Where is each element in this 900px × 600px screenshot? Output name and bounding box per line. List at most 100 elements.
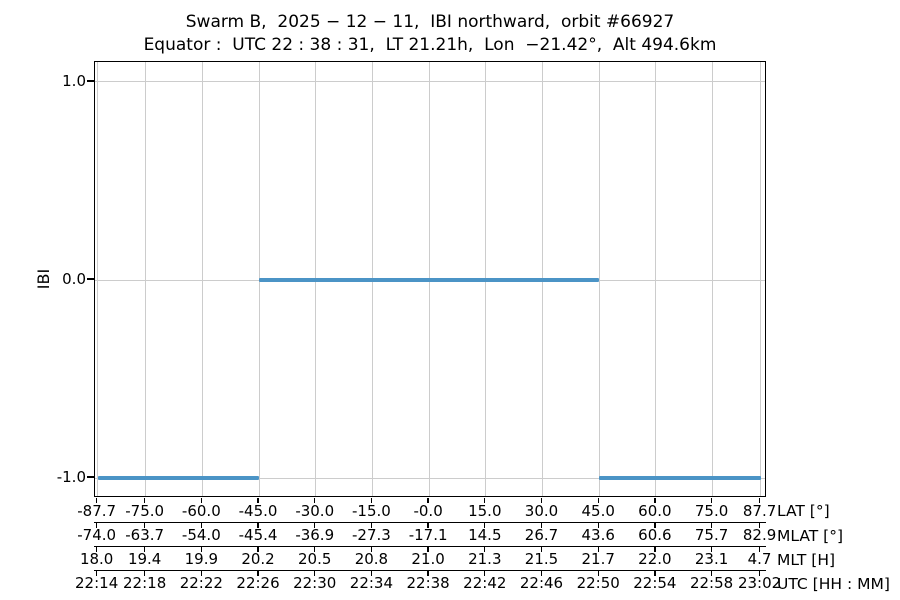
x-tick-mark <box>427 522 429 528</box>
x-axis-line <box>94 545 766 547</box>
x-tick-mark <box>143 498 146 503</box>
x-tick-label: -36.9 <box>295 526 335 544</box>
x-tick-label: 18.0 <box>79 550 114 568</box>
x-tick-mark <box>710 570 713 576</box>
x-tick-mark <box>654 570 656 576</box>
x-tick-mark <box>540 546 543 552</box>
h-gridline <box>95 81 765 83</box>
x-tick-label: 20.2 <box>241 550 275 568</box>
x-tick-label: 22:14 <box>75 574 119 592</box>
y-tick-label: 1.0 <box>62 71 86 90</box>
x-tick-mark <box>314 522 316 528</box>
x-tick-mark <box>95 522 98 528</box>
chart-title: Swarm B, 2025 − 12 − 11, IBI northward, … <box>185 12 675 32</box>
x-tick-label: 23.1 <box>694 550 729 568</box>
x-tick-label: 22:58 <box>689 574 734 592</box>
x-tick-label: 22:34 <box>349 574 394 592</box>
x-axis-unit-label: LAT [°] <box>777 502 830 520</box>
x-tick-mark <box>370 570 373 576</box>
x-tick-label: 14.5 <box>468 526 502 544</box>
x-tick-mark <box>710 498 713 503</box>
x-tick-label: 4.7 <box>747 550 772 568</box>
x-axis-line <box>94 521 766 523</box>
v-gridline <box>145 62 147 496</box>
x-tick-mark <box>758 522 761 528</box>
x-tick-label: -45.4 <box>238 526 278 544</box>
x-tick-mark <box>370 546 373 552</box>
y-tick-mark <box>87 476 94 478</box>
x-tick-label: 19.9 <box>184 550 219 568</box>
x-tick-mark <box>540 498 543 503</box>
x-tick-mark <box>597 498 599 503</box>
x-tick-label: -0.0 <box>413 501 443 520</box>
data-segment <box>599 476 761 481</box>
x-tick-mark <box>654 498 656 503</box>
x-tick-mark <box>314 498 316 503</box>
x-tick-mark <box>95 570 98 576</box>
x-tick-label: 15.0 <box>468 501 502 520</box>
x-tick-label: -27.3 <box>352 526 391 544</box>
x-tick-mark <box>143 570 146 576</box>
x-tick-mark <box>654 522 656 528</box>
x-tick-label: 30.0 <box>524 501 559 520</box>
x-axis-line <box>94 569 766 571</box>
x-tick-label: 82.9 <box>742 526 777 544</box>
x-tick-label: 45.0 <box>581 501 615 520</box>
x-tick-mark <box>427 570 429 576</box>
x-tick-label: 22.0 <box>638 550 672 568</box>
x-tick-mark <box>597 570 599 576</box>
data-segment <box>259 278 600 282</box>
x-tick-mark <box>710 522 713 528</box>
data-segment <box>97 476 260 481</box>
v-gridline <box>97 62 99 496</box>
chart-subtitle: Equator : UTC 22 : 38 : 31, LT 21.21h, L… <box>143 35 717 55</box>
v-gridline <box>712 62 714 496</box>
x-axis-unit-label: MLAT [°] <box>777 526 844 545</box>
x-tick-mark <box>314 570 316 576</box>
x-tick-label: -87.7 <box>77 501 117 520</box>
x-tick-mark <box>257 522 259 528</box>
x-tick-mark <box>200 498 202 503</box>
x-tick-mark <box>484 570 486 576</box>
x-tick-label: -15.0 <box>352 501 391 520</box>
x-tick-label: 60.6 <box>638 526 672 544</box>
x-tick-label: 20.8 <box>354 550 389 568</box>
x-tick-label: -30.0 <box>295 501 335 520</box>
x-tick-label: 21.5 <box>524 550 559 568</box>
x-tick-label: 22:38 <box>406 574 450 592</box>
x-tick-label: 43.6 <box>581 526 615 544</box>
x-tick-mark <box>427 498 429 503</box>
x-tick-mark <box>143 522 146 528</box>
x-tick-label: 22:30 <box>293 574 337 592</box>
x-tick-label: 22:54 <box>633 574 677 592</box>
h-gridline <box>95 477 765 479</box>
x-tick-mark <box>95 498 98 503</box>
x-tick-mark <box>427 546 429 552</box>
x-axis-unit-label: UTC [HH : MM] <box>777 574 890 593</box>
x-tick-label: 22:42 <box>463 574 507 592</box>
x-tick-label: 75.0 <box>694 501 729 520</box>
x-tick-mark <box>143 546 146 552</box>
x-tick-mark <box>314 546 316 552</box>
v-gridline <box>201 62 203 496</box>
x-tick-mark <box>484 498 486 503</box>
x-tick-mark <box>654 546 656 552</box>
x-tick-label: -54.0 <box>181 526 221 544</box>
x-tick-mark <box>257 546 259 552</box>
x-tick-label: 21.0 <box>411 550 445 568</box>
x-tick-label: 22:46 <box>519 574 564 592</box>
y-tick-mark <box>87 278 94 280</box>
x-tick-label: 22:18 <box>123 574 167 592</box>
x-tick-mark <box>758 546 761 552</box>
x-tick-label: 23:02 <box>737 574 782 592</box>
x-tick-label: 21.7 <box>581 550 615 568</box>
x-tick-label: 75.7 <box>694 526 729 544</box>
x-tick-mark <box>257 570 259 576</box>
x-tick-label: -17.1 <box>408 526 448 544</box>
x-tick-mark <box>597 522 599 528</box>
x-tick-mark <box>200 522 202 528</box>
x-tick-label: 87.7 <box>742 501 777 520</box>
y-tick-mark <box>87 80 94 82</box>
x-tick-mark <box>200 570 202 576</box>
